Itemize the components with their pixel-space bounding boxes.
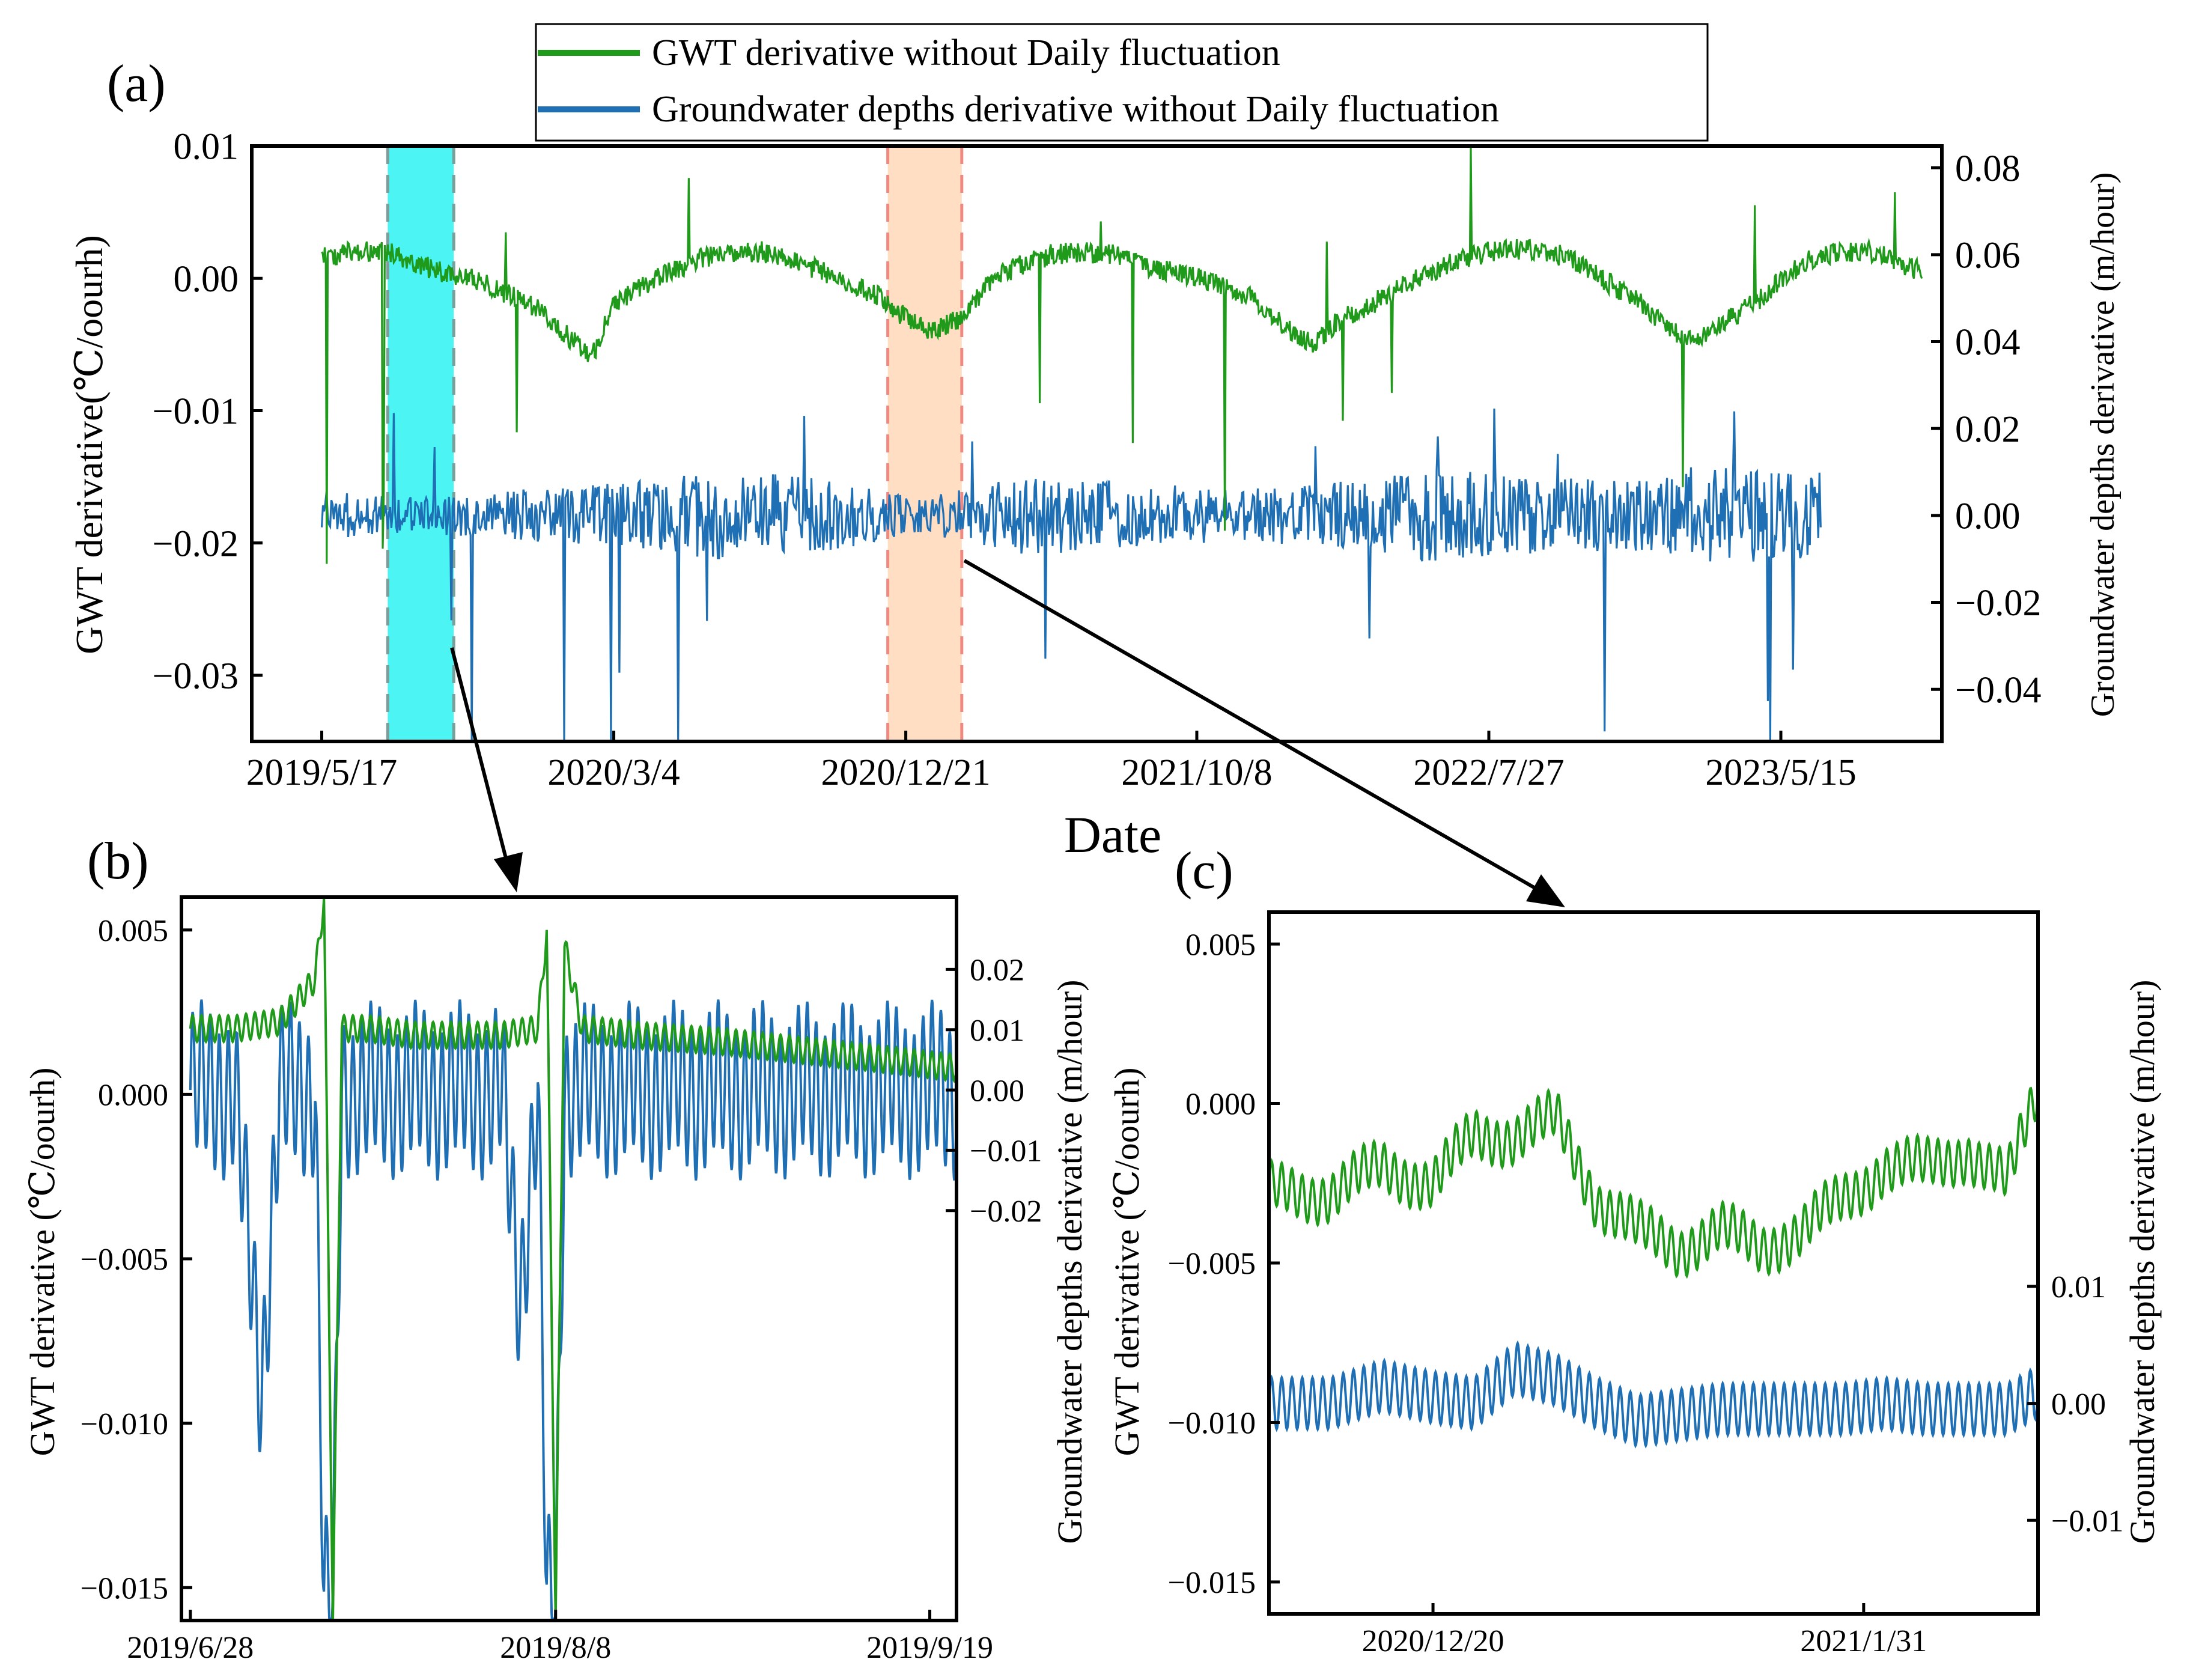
panel-c-frame — [1267, 910, 2040, 1616]
legend-label-green: GWT derivative without Daily fluctuation — [652, 32, 1280, 73]
panel-c-ytick-left-label: 0.005 — [1185, 928, 1256, 962]
series-groundwater-depths-derivative — [189, 999, 958, 1620]
panel-a-ytick-right-label: 0.06 — [1955, 236, 2021, 276]
series-groundwater-depths-derivative — [1268, 1340, 2039, 1449]
panel-c: (c) 2020/12/20 2021/1/31 0.005 0.000 −0.005 −… — [1107, 842, 2162, 1658]
panel-b: (b) 2019/6/28 2019/8/8 2019/9/190.0050.000… — [23, 832, 1089, 1665]
panel-c-ytick-left-label: −0.005 — [1168, 1247, 1256, 1281]
legend: GWT derivative without Daily fluctuation… — [535, 23, 1709, 142]
panel-b-ytick-left-label: −0.005 — [81, 1243, 168, 1277]
panel-a-ytick-left-label: 0.01 — [174, 127, 239, 168]
legend-box — [535, 23, 1709, 142]
panel-a-ylabel-right: Groundwater depths derivative (m/hour) — [2084, 172, 2121, 717]
series-gwt-derivative — [1268, 1086, 2039, 1279]
panel-a-ytick-right-label: 0.00 — [1955, 496, 2021, 537]
panel-a-xlabel: Date — [1064, 806, 1161, 863]
panel-a-ytick-left-label: 0.00 — [174, 259, 239, 300]
panel-c-xtick-label: 2021/1/31 — [1800, 1624, 1927, 1658]
panel-b-ytick-left-label: −0.015 — [81, 1571, 168, 1605]
panel-a-ytick-left-label: −0.02 — [153, 523, 239, 564]
series-groundwater-depths-derivative — [320, 408, 1822, 740]
panel-b-ytick-right-label: −0.02 — [970, 1195, 1042, 1229]
series-gwt-derivative — [321, 147, 1923, 564]
panel-a-xtick-label: 2023/5/15 — [1705, 752, 1856, 793]
panel-a-xtick-label: 2020/3/4 — [547, 752, 680, 793]
panel-a-ytick-right-label: 0.08 — [1955, 148, 2021, 189]
panel-b-label: (b) — [87, 832, 149, 890]
panel-b-ytick-left-label: 0.005 — [98, 914, 168, 948]
panel-a-ylabel-left: GWT derivative(℃/oourh) — [68, 235, 111, 654]
panel-c-ytick-right-label: 0.00 — [2051, 1387, 2106, 1422]
panel-b-ylabel-left: GWT derivative (℃/oourh) — [23, 1068, 62, 1456]
panel-a-xtick-label: 2019/5/17 — [246, 752, 397, 793]
panel-a-ytick-right-label: −0.02 — [1955, 583, 2041, 624]
panel-a-xtick-label: 2021/10/8 — [1121, 752, 1272, 793]
legend-label-blue: Groundwater depths derivative without Da… — [652, 89, 1499, 130]
panel-c-ytick-right-label: 0.01 — [2051, 1270, 2106, 1304]
arrow-to-c-head — [1526, 874, 1565, 907]
arrow-to-b — [450, 647, 509, 866]
panel-a-xtick-label: 2020/12/21 — [821, 752, 990, 793]
panel-b-ytick-right-label: 0.00 — [970, 1074, 1024, 1108]
panel-a-ytick-right-label: 0.02 — [1955, 409, 2021, 450]
panel-b-ytick-right-label: 0.02 — [970, 954, 1024, 988]
panel-c-ytick-right-label: −0.01 — [2051, 1504, 2123, 1538]
panel-a-ytick-left-label: −0.03 — [153, 656, 239, 697]
panel-a-ytick-right-label: −0.04 — [1955, 670, 2041, 711]
panel-c-ytick-left-label: −0.010 — [1168, 1407, 1256, 1441]
panel-a-ytick-left-label: −0.01 — [153, 391, 239, 432]
panel-b-ytick-left-label: −0.010 — [81, 1407, 168, 1441]
panel-c-xtick-label: 2020/12/20 — [1362, 1624, 1504, 1658]
panel-a-xtick-label: 2022/7/27 — [1413, 752, 1564, 793]
panel-b-ylabel-right: Groundwater depths derivative (m/hour) — [1050, 980, 1089, 1544]
arrow-to-c — [963, 559, 1536, 890]
panel-c-ylabel-right: Groundwater depths derivative (m/hour) — [2123, 980, 2162, 1544]
highlight-c-window — [887, 146, 962, 741]
panel-b-ytick-right-label: −0.01 — [970, 1134, 1042, 1169]
panel-b-xtick-label: 2019/9/19 — [866, 1631, 993, 1665]
panel-c-label: (c) — [1175, 842, 1233, 900]
arrow-to-b-head — [494, 852, 523, 892]
panel-a-frame — [250, 144, 1944, 743]
panel-a-label: (a) — [107, 55, 166, 113]
panel-a: (a) 2019/5/17 2020/3/4 2020/12/21 2021/10/8… — [68, 55, 2121, 863]
panel-b-ytick-right-label: 0.01 — [970, 1014, 1024, 1048]
panel-b-ytick-left-label: 0.000 — [98, 1079, 168, 1113]
series-gwt-derivative — [189, 898, 958, 1619]
panel-a-ytick-right-label: 0.04 — [1955, 322, 2021, 363]
panel-b-xtick-label: 2019/6/28 — [127, 1631, 254, 1665]
panel-b-xtick-label: 2019/8/8 — [500, 1631, 611, 1665]
zoom-arrows — [450, 559, 1565, 907]
highlight-b-window — [388, 146, 454, 741]
panel-c-ytick-left-label: 0.000 — [1185, 1088, 1256, 1122]
panel-c-ytick-left-label: −0.015 — [1168, 1566, 1256, 1600]
panel-c-ylabel-left: GWT derivative (℃/oourh) — [1107, 1068, 1146, 1456]
